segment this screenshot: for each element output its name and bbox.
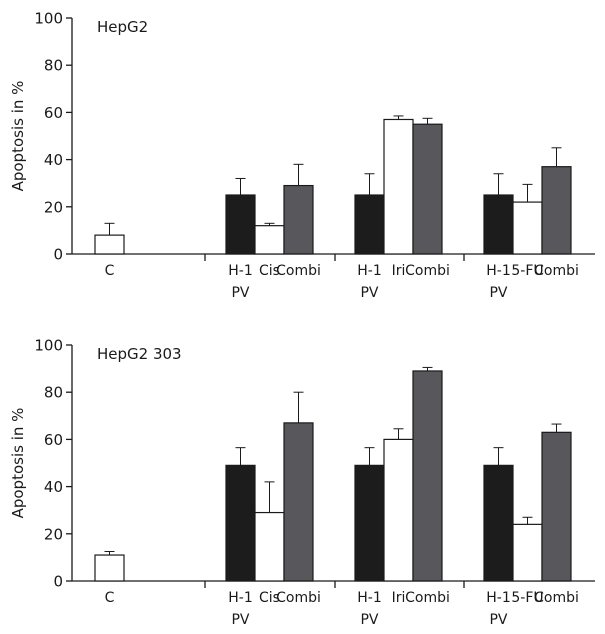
bar <box>512 523 543 582</box>
y-tick-label: 60 <box>44 104 63 122</box>
panel-label: HepG2 <box>97 18 148 36</box>
x-tick-sublabel: PV <box>360 285 378 301</box>
x-tick-label: H-1 <box>228 263 253 279</box>
bar <box>283 422 314 582</box>
bar <box>412 123 443 255</box>
y-axis-label: Apoptosis in % <box>9 408 27 519</box>
bar <box>512 201 543 255</box>
y-tick-label: 20 <box>44 198 63 216</box>
chart-panel-2: 0 20 40 60 80 100 Apoptosis in % HepG2 303 C H-1 P… <box>9 337 595 628</box>
x-tick-label: H-1 <box>357 263 382 279</box>
bar <box>383 118 414 255</box>
y-tick-label: 80 <box>44 384 63 402</box>
x-tick-label: Cis <box>259 263 280 279</box>
y-tick-label: 40 <box>44 151 63 169</box>
panel-label: HepG2 303 <box>97 345 182 363</box>
bar <box>254 511 285 582</box>
bar <box>541 431 572 582</box>
x-tick-label: Combi <box>534 263 579 279</box>
x-tick-label: H-1 <box>486 263 511 279</box>
bar <box>254 225 285 255</box>
bar <box>354 464 385 582</box>
x-tick-sublabel: PV <box>489 612 507 628</box>
y-tick-label: 80 <box>44 57 63 75</box>
y-tick-label: 100 <box>34 10 63 28</box>
bar <box>94 554 125 582</box>
x-tick-label: 5-FU <box>511 263 543 279</box>
x-tick-label: H-1 <box>486 590 511 606</box>
x-tick-label: Cis <box>259 590 280 606</box>
x-tick-label: H-1 <box>228 590 253 606</box>
y-tick-label: 100 <box>34 337 63 355</box>
x-tick-label: 5-FU <box>511 590 543 606</box>
x-tick-label: H-1 <box>357 590 382 606</box>
x-tick-label: C <box>105 590 115 606</box>
y-tick-label: 40 <box>44 478 63 496</box>
x-tick-sublabel: PV <box>489 285 507 301</box>
x-tick-label: Iri <box>392 590 406 606</box>
x-tick-sublabel: PV <box>231 612 249 628</box>
bar <box>225 194 256 255</box>
x-tick-sublabel: PV <box>231 285 249 301</box>
y-tick-label: 0 <box>53 246 63 264</box>
bar <box>94 234 125 255</box>
bar <box>225 464 256 582</box>
x-tick-label: Combi <box>276 263 321 279</box>
bar <box>283 184 314 255</box>
y-tick-label: 0 <box>53 573 63 591</box>
bar <box>383 438 414 582</box>
x-tick-label: Combi <box>534 590 579 606</box>
x-tick-label: C <box>105 263 115 279</box>
y-tick-label: 60 <box>44 431 63 449</box>
bar <box>541 166 572 255</box>
x-tick-label: Combi <box>276 590 321 606</box>
x-tick-label: Iri <box>392 263 406 279</box>
x-tick-label: Combi <box>405 263 450 279</box>
bar <box>412 370 443 582</box>
y-axis-label: Apoptosis in % <box>9 81 27 192</box>
bar <box>483 464 514 582</box>
x-tick-label: Combi <box>405 590 450 606</box>
bar <box>483 194 514 255</box>
bar <box>354 194 385 255</box>
x-tick-sublabel: PV <box>360 612 378 628</box>
y-tick-label: 20 <box>44 525 63 543</box>
chart-panel-1: 0 20 40 60 80 100 Apoptosis in % HepG2 C H-1 PV Cis… <box>9 10 595 301</box>
